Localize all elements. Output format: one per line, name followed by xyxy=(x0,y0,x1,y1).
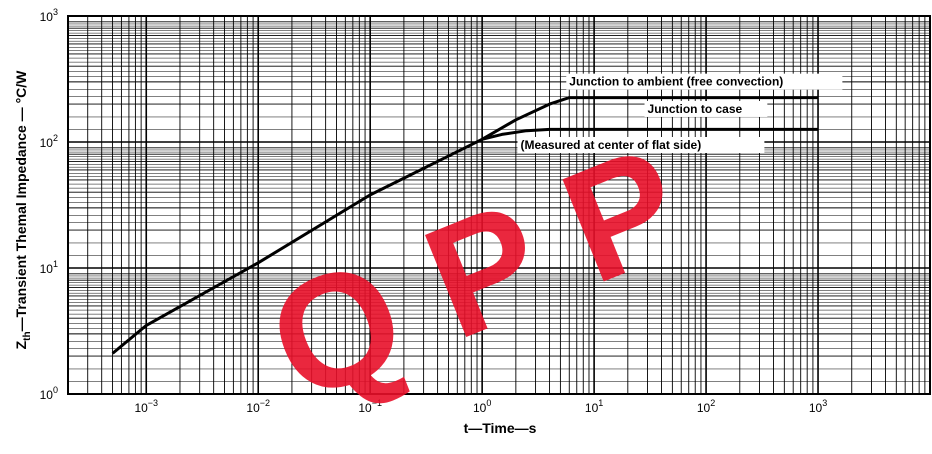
series-line-0 xyxy=(111,96,818,355)
y-tick-label: 103 xyxy=(40,7,58,24)
y-tick-labels: 100 101 102 103 xyxy=(40,7,58,402)
series-line-1 xyxy=(481,127,818,141)
annotation-label: (Measured at center of flat side) xyxy=(520,138,701,152)
x-tick-label: 10−1 xyxy=(358,398,382,415)
y-axis-title-rest: —Transient Themal Impedance — °C/W xyxy=(13,70,29,332)
x-tick-label: 102 xyxy=(697,398,715,415)
x-tick-labels: 10−3 10−2 10−1 100 101 102 103 xyxy=(134,398,827,415)
x-tick-label: 101 xyxy=(585,398,603,415)
annotation-label: Junction to ambient (free convection) xyxy=(569,75,783,89)
x-tick-label: 100 xyxy=(473,398,491,415)
y-tick-label: 100 xyxy=(40,385,58,402)
series-group xyxy=(111,96,818,355)
annotation-background xyxy=(566,73,843,90)
annotation-label: Junction to case xyxy=(648,102,743,116)
watermark: Q P P xyxy=(245,111,705,436)
annotations: Junction to ambient (free convection) Jun… xyxy=(517,73,843,153)
annotation-background xyxy=(644,100,768,117)
watermark-text: Q P P xyxy=(245,111,705,436)
x-tick-label: 10−3 xyxy=(134,398,158,415)
plot-frame xyxy=(67,15,931,395)
y-axis-title-subscript: th xyxy=(22,331,33,340)
y-tick-label: 102 xyxy=(40,133,58,150)
annotation-background xyxy=(517,136,765,153)
y-axis-title-main: Z xyxy=(13,340,29,349)
x-axis-title: t—Time—s xyxy=(464,420,537,436)
y-axis-title: Zth—Transient Themal Impedance — °C/W xyxy=(13,70,33,350)
grid xyxy=(67,16,931,395)
x-tick-label: 103 xyxy=(809,398,827,415)
y-tick-label: 101 xyxy=(40,259,58,276)
x-tick-label: 10−2 xyxy=(246,398,270,415)
